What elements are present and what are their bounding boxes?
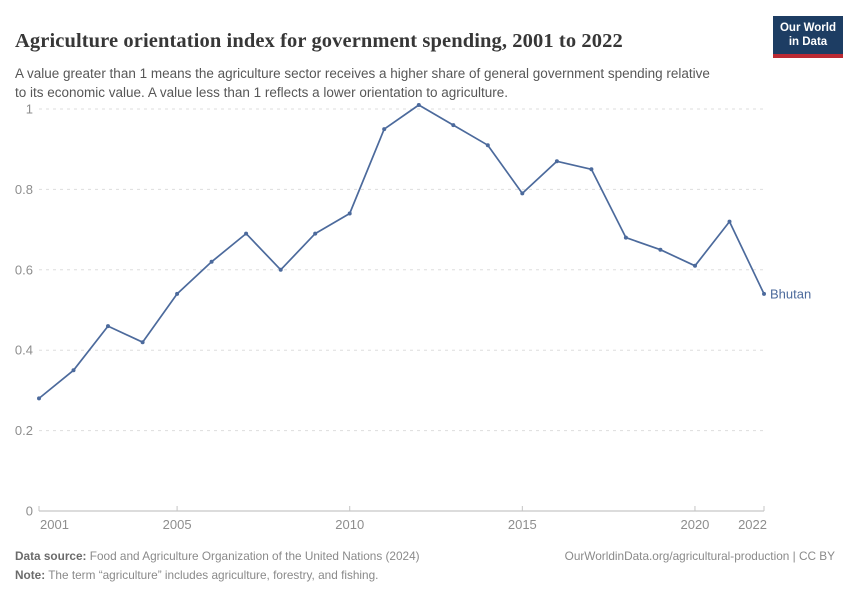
data-point-2006[interactable]: [209, 259, 214, 264]
data-point-2001[interactable]: [37, 396, 41, 401]
data-point-2022[interactable]: [762, 291, 766, 296]
data-source-label: Data source:: [15, 549, 87, 563]
x-tick-label: 2001: [40, 517, 69, 532]
x-tick-label: 2015: [508, 517, 537, 532]
y-tick-label: 1: [26, 102, 33, 117]
note-text: The term “agriculture” includes agricult…: [45, 568, 379, 583]
owid-link-text: OurWorldinData.org/agricultural-producti…: [564, 549, 835, 563]
data-point-2010[interactable]: [347, 211, 352, 216]
data-point-2015[interactable]: [520, 191, 525, 196]
data-point-2004[interactable]: [140, 340, 145, 345]
data-point-2009[interactable]: [313, 231, 318, 236]
x-tick-label: 2005: [163, 517, 192, 532]
data-point-2016[interactable]: [554, 159, 559, 164]
data-point-2020[interactable]: [693, 263, 697, 268]
note-label: Note:: [15, 568, 46, 583]
x-tick-label: 2010: [335, 517, 364, 532]
footer-row-source: Data source: Food and Agriculture Organi…: [15, 547, 835, 566]
data-point-2013[interactable]: [451, 123, 456, 128]
data-point-2012[interactable]: [416, 103, 421, 107]
data-source-line: Data source: Food and Agriculture Organi…: [15, 547, 420, 566]
note-line: Note: The term “agriculture” includes ag…: [15, 566, 378, 585]
x-tick-label: 2020: [680, 517, 709, 532]
y-tick-label: 0.6: [15, 262, 33, 277]
y-tick-label: 0.8: [15, 182, 33, 197]
owid-logo-line2: in Data: [788, 36, 828, 49]
series-line-bhutan: [38, 104, 765, 400]
data-point-2005[interactable]: [175, 291, 180, 296]
data-point-2008[interactable]: [278, 267, 283, 272]
data-point-2007[interactable]: [244, 231, 249, 236]
data-point-2021[interactable]: [727, 219, 732, 224]
data-point-2014[interactable]: [485, 143, 490, 148]
owid-logo-line1: Our World: [779, 22, 836, 34]
x-tick-label: 2022: [738, 517, 767, 532]
y-tick-label: 0: [26, 504, 33, 519]
data-point-2011[interactable]: [382, 127, 387, 132]
data-point-2018[interactable]: [623, 235, 628, 240]
data-point-2019[interactable]: [658, 247, 663, 252]
chart-subtitle: A value greater than 1 means the agricul…: [15, 65, 710, 101]
entity-label-bhutan[interactable]: Bhutan: [770, 286, 811, 301]
chart-footer: Data source: Food and Agriculture Organi…: [15, 547, 835, 586]
chart-canvas: 0 0.2 0.4 0.6 0.8 1 2001 2005 2010 2015 2020 2022 Bh…: [15, 102, 811, 533]
chart-title: Agriculture orientation index for govern…: [15, 29, 623, 52]
data-source-text: Food and Agriculture Organization of the…: [86, 549, 420, 563]
data-point-2003[interactable]: [106, 324, 110, 329]
owid-logo: Our World in Data: [773, 16, 843, 58]
y-tick-label: 0.2: [15, 423, 33, 438]
data-point-2002[interactable]: [71, 368, 76, 373]
y-tick-label: 0.4: [15, 343, 33, 358]
data-point-2017[interactable]: [589, 167, 594, 172]
footer-row-note: Note: The term “agriculture” includes ag…: [15, 566, 835, 585]
